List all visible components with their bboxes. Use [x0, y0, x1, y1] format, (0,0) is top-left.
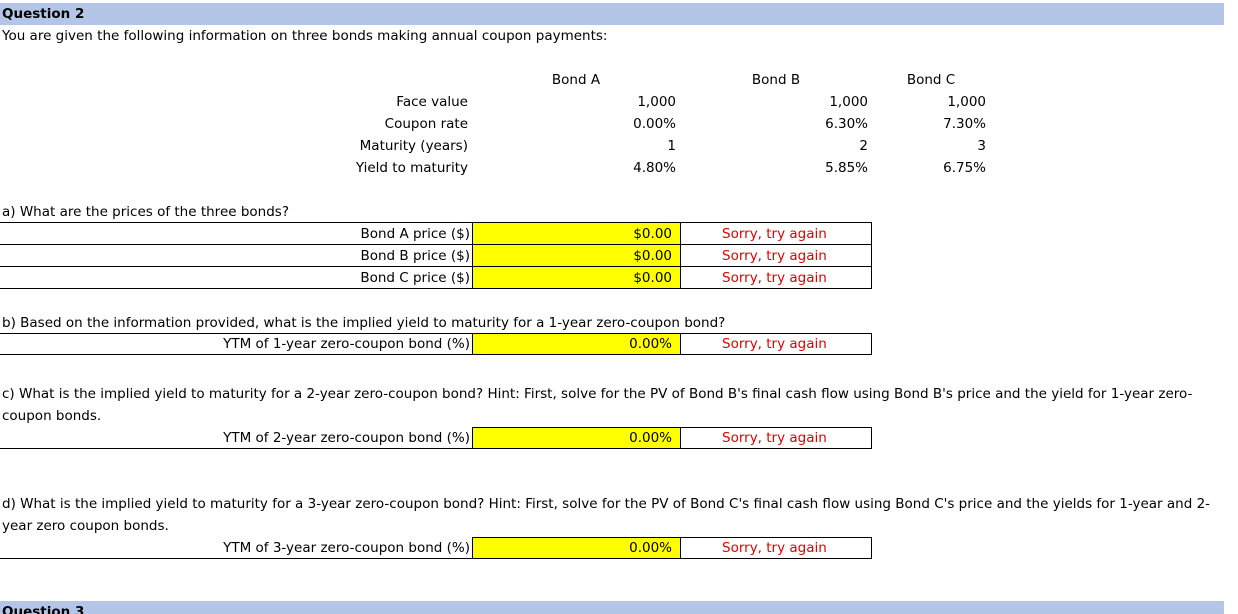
- bond-b-ytm[interactable]: 5.85%: [825, 160, 868, 176]
- part-a-input-border: [472, 288, 872, 289]
- bond-a-price-input[interactable]: [473, 223, 680, 244]
- bond-a-coupon-rate[interactable]: 0.00%: [633, 116, 676, 132]
- ytm-2yr-label: YTM of 2-year zero-coupon bond (%): [223, 430, 470, 446]
- part-a-input-right-border: [680, 222, 681, 288]
- part-d-border: [680, 537, 681, 558]
- bond-c-face-value[interactable]: 1,000: [947, 94, 986, 110]
- bond-c-header: Bond C: [906, 72, 956, 88]
- bond-a-price-feedback: Sorry, try again: [722, 226, 827, 242]
- part-a-row-divider: [0, 266, 472, 267]
- ytm-3yr-input[interactable]: [473, 538, 680, 558]
- bond-b-face-value[interactable]: 1,000: [829, 94, 868, 110]
- bond-c-maturity[interactable]: 3: [977, 138, 986, 154]
- bond-c-price-feedback: Sorry, try again: [722, 270, 827, 286]
- part-a-label-border: [472, 222, 473, 288]
- part-c-border: [680, 427, 681, 448]
- ytm-1yr-label: YTM of 1-year zero-coupon bond (%): [223, 336, 470, 352]
- ytm-3yr-feedback: Sorry, try again: [722, 540, 827, 556]
- maturity-label: Maturity (years): [359, 138, 468, 154]
- part-a-input-border: [472, 222, 872, 223]
- part-b-border: [680, 333, 681, 354]
- part-d-input-border: [472, 537, 872, 538]
- part-b-input-border: [472, 333, 872, 334]
- ytm-3yr-value[interactable]: 0.00%: [629, 540, 672, 556]
- face-value-label: Face value: [396, 94, 468, 110]
- part-c-border: [472, 427, 473, 448]
- bond-b-price-value[interactable]: $0.00: [633, 248, 672, 264]
- bond-a-header: Bond A: [551, 72, 601, 88]
- ytm-2yr-feedback: Sorry, try again: [722, 430, 827, 446]
- bond-b-coupon-rate[interactable]: 6.30%: [825, 116, 868, 132]
- bond-b-maturity[interactable]: 2: [859, 138, 868, 154]
- coupon-rate-label: Coupon rate: [384, 116, 468, 132]
- question-2-intro: You are given the following information …: [2, 28, 608, 44]
- part-b-input-border: [472, 354, 872, 355]
- part-d-border: [0, 558, 872, 559]
- part-d-border: [472, 537, 473, 558]
- bond-a-price-label: Bond A price ($): [360, 226, 470, 242]
- ytm-3yr-label: YTM of 3-year zero-coupon bond (%): [223, 540, 470, 556]
- bond-b-price-feedback: Sorry, try again: [722, 248, 827, 264]
- part-a-feedback-right-border: [871, 222, 872, 288]
- bond-c-coupon-rate[interactable]: 7.30%: [943, 116, 986, 132]
- ytm-1yr-value[interactable]: 0.00%: [629, 336, 672, 352]
- part-a-question: a) What are the prices of the three bond…: [2, 204, 289, 220]
- ytm-2yr-value[interactable]: 0.00%: [629, 430, 672, 446]
- ytm-1yr-feedback: Sorry, try again: [722, 336, 827, 352]
- bond-a-ytm[interactable]: 4.80%: [633, 160, 676, 176]
- part-a-row-divider: [0, 244, 472, 245]
- bond-a-price-value[interactable]: $0.00: [633, 226, 672, 242]
- part-b-border: [472, 333, 473, 354]
- question-2-heading: Question 2: [2, 6, 85, 22]
- part-c-border: [0, 448, 872, 449]
- part-a-top-border: [0, 222, 472, 223]
- bond-a-face-value[interactable]: 1,000: [637, 94, 676, 110]
- part-c-question: c) What is the implied yield to maturity…: [2, 386, 1193, 424]
- part-b-label-border: [0, 354, 472, 355]
- part-d-border: [871, 537, 872, 558]
- bond-b-header: Bond B: [751, 72, 801, 88]
- part-a-bottom-border: [0, 288, 472, 289]
- question-3-heading: Question 3: [2, 604, 85, 614]
- ytm-2yr-input[interactable]: [473, 428, 680, 448]
- question-3-header-bar: [0, 601, 1224, 614]
- ytm-1yr-input[interactable]: [473, 334, 680, 354]
- part-b-label-border: [0, 333, 472, 334]
- right-edge-column: [1224, 0, 1238, 614]
- bond-a-maturity[interactable]: 1: [667, 138, 676, 154]
- bond-c-price-input[interactable]: [473, 267, 680, 288]
- question-2-header-bar: [0, 3, 1224, 25]
- bond-c-price-label: Bond C price ($): [360, 270, 470, 286]
- part-c-input-border: [472, 427, 872, 428]
- bond-b-price-input[interactable]: [473, 245, 680, 266]
- part-d-question: d) What is the implied yield to maturity…: [2, 496, 1211, 534]
- bond-c-price-value[interactable]: $0.00: [633, 270, 672, 286]
- part-a-input-border: [472, 266, 872, 267]
- part-c-border: [871, 427, 872, 448]
- bond-b-price-label: Bond B price ($): [360, 248, 470, 264]
- part-a-input-border: [472, 244, 872, 245]
- bond-c-ytm[interactable]: 6.75%: [943, 160, 986, 176]
- part-b-border: [871, 333, 872, 354]
- ytm-label: Yield to maturity: [355, 160, 468, 176]
- part-b-question: b) Based on the information provided, wh…: [2, 315, 726, 331]
